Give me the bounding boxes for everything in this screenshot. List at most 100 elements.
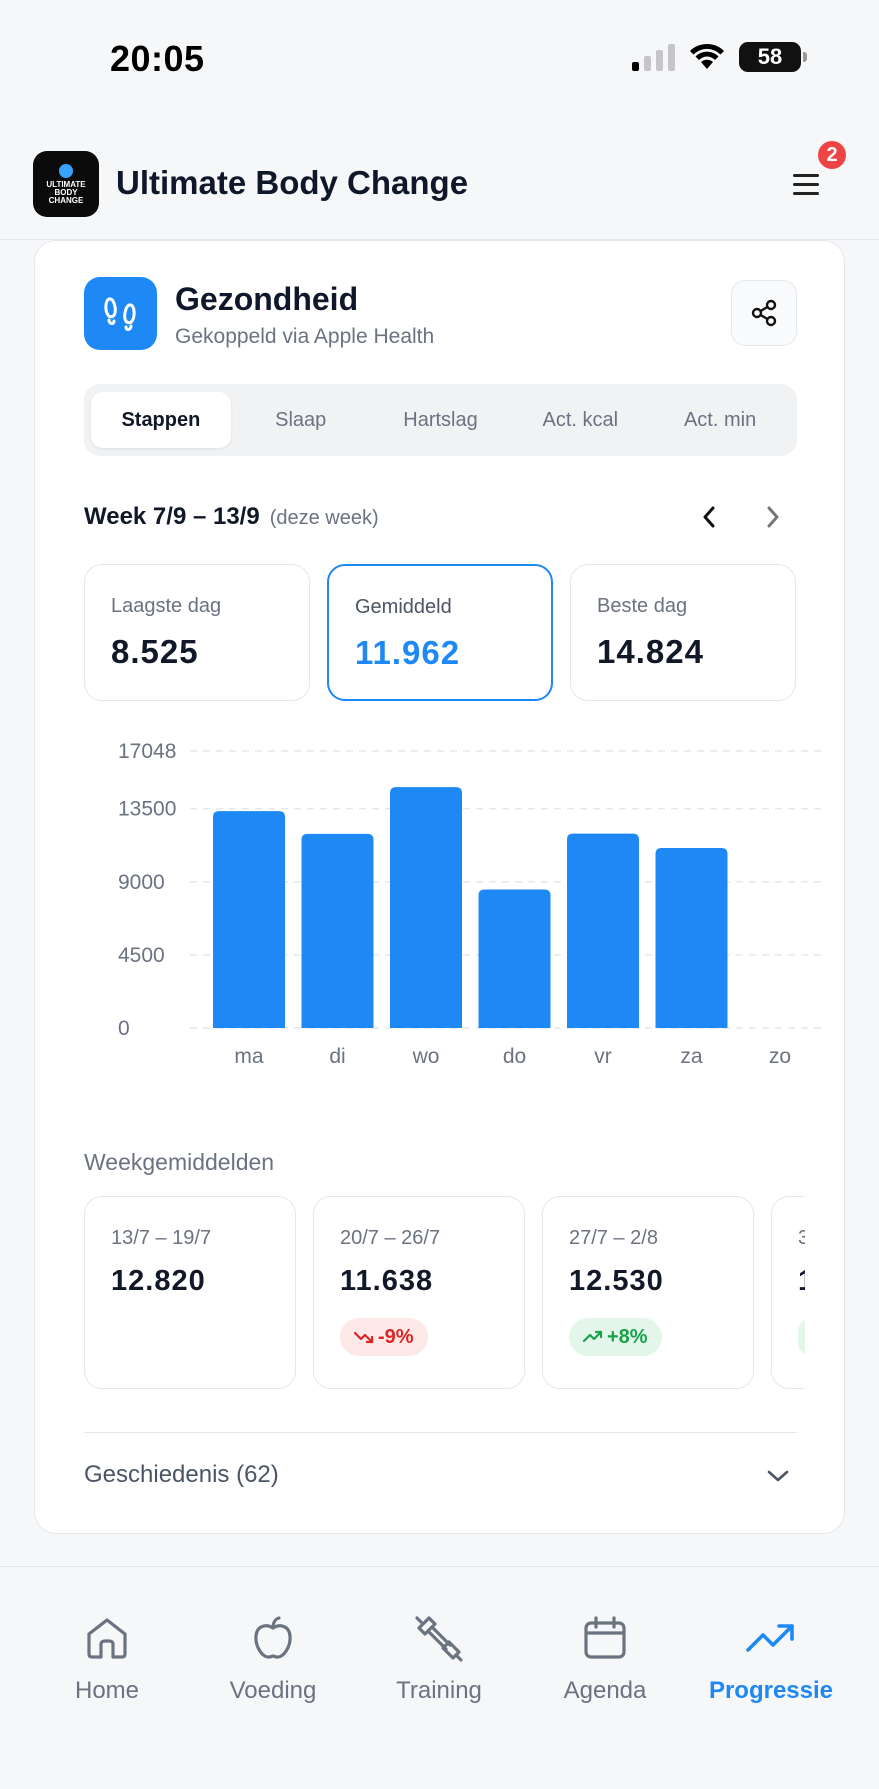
calendar-icon bbox=[578, 1611, 632, 1665]
home-icon bbox=[80, 1611, 134, 1665]
trend-down-badge: -9% bbox=[340, 1318, 428, 1356]
status-bar: 20:05 58 bbox=[0, 0, 879, 120]
y-tick-label: 0 bbox=[118, 1017, 130, 1040]
y-tick-label: 9000 bbox=[118, 871, 165, 894]
chevron-left-icon bbox=[703, 506, 715, 528]
history-toggle[interactable]: Geschiedenis (62) bbox=[84, 1461, 279, 1488]
week-average-card[interactable]: 13/7 – 19/7 12.820 bbox=[84, 1196, 296, 1389]
week-average-card[interactable]: 20/7 – 26/7 11.638 -9% bbox=[313, 1196, 525, 1389]
stat-value: 8.525 bbox=[111, 633, 199, 670]
nav-training[interactable]: Training bbox=[364, 1611, 514, 1705]
metric-tabs: Stappen Slaap Hartslag Act. kcal Act. mi… bbox=[84, 384, 797, 456]
week-averages-label: Weekgemiddelden bbox=[84, 1149, 275, 1175]
nav-home[interactable]: Home bbox=[32, 1611, 182, 1705]
x-tick-label: zo bbox=[769, 1045, 791, 1068]
bar-di[interactable] bbox=[301, 833, 374, 1028]
battery-level: 58 bbox=[757, 44, 783, 69]
week-average-value: 12.820 bbox=[111, 1265, 206, 1297]
nav-label: Agenda bbox=[563, 1677, 647, 1704]
app-title: Ultimate Body Change bbox=[116, 164, 469, 201]
nav-label: Home bbox=[74, 1677, 140, 1704]
bar-wo[interactable] bbox=[390, 787, 462, 1028]
week-range-text: Week 7/9 – 13/9 bbox=[84, 503, 260, 530]
nav-progressie[interactable]: Progressie bbox=[696, 1611, 846, 1705]
y-tick-label: 4500 bbox=[118, 944, 165, 967]
y-tick-label: 17048 bbox=[118, 740, 176, 763]
menu-button[interactable] bbox=[786, 164, 826, 204]
week-average-range: 20/7 – 26/7 bbox=[340, 1227, 441, 1249]
nav-label: Voeding bbox=[229, 1677, 317, 1704]
tab-slaap[interactable]: Slaap bbox=[275, 408, 327, 431]
logo-line-1: ULTIMATE bbox=[46, 179, 86, 189]
nav-voeding[interactable]: Voeding bbox=[198, 1611, 348, 1705]
week-average-card[interactable]: 27/7 – 2/8 12.530 +8% bbox=[542, 1196, 754, 1389]
bar-do[interactable] bbox=[478, 889, 551, 1028]
steps-bar-chart: 0 4500 9000 13500 17048 ma di wo do vr za zo bbox=[118, 740, 827, 1068]
x-tick-label: za bbox=[680, 1045, 703, 1068]
logo-line-2: BODY bbox=[54, 187, 78, 197]
week-average-card-partial[interactable]: 3 1 bbox=[771, 1196, 805, 1389]
nav-agenda[interactable]: Agenda bbox=[530, 1611, 680, 1705]
stat-label: Laagste dag bbox=[111, 595, 222, 617]
logo-mark-icon bbox=[59, 163, 73, 178]
bar-za[interactable] bbox=[655, 847, 728, 1028]
previous-week-button[interactable] bbox=[691, 499, 727, 535]
week-average-value: 1 bbox=[798, 1265, 805, 1298]
share-button[interactable] bbox=[731, 280, 797, 346]
cellular-signal-icon bbox=[632, 43, 675, 71]
stat-label: Beste dag bbox=[597, 595, 688, 617]
trend-up-value: +8% bbox=[607, 1325, 648, 1348]
x-tick-label: vr bbox=[594, 1045, 612, 1068]
trend-up-badge: +8% bbox=[569, 1318, 662, 1356]
x-tick-label: do bbox=[503, 1045, 526, 1068]
trend-up-badge bbox=[798, 1318, 805, 1356]
stat-label: Gemiddeld bbox=[355, 596, 452, 618]
week-average-value: 12.530 bbox=[569, 1265, 664, 1297]
week-averages-row: 13/7 – 19/7 12.820 20/7 – 26/7 11.638 -9… bbox=[84, 1196, 805, 1391]
x-tick-label: wo bbox=[412, 1045, 440, 1068]
x-tick-label: ma bbox=[234, 1045, 263, 1068]
next-week-button[interactable] bbox=[755, 499, 791, 535]
footprints-icon bbox=[84, 277, 157, 350]
tab-stappen[interactable]: Stappen bbox=[91, 392, 231, 448]
tab-act-kcal[interactable]: Act. kcal bbox=[542, 408, 619, 431]
chevron-down-icon bbox=[767, 1470, 789, 1482]
status-icons: 58 bbox=[632, 42, 807, 72]
stat-lowest-day[interactable]: Laagste dag 8.525 bbox=[84, 564, 310, 701]
hamburger-icon bbox=[793, 173, 819, 177]
bar-vr[interactable] bbox=[567, 833, 639, 1028]
trend-down-icon bbox=[354, 1331, 374, 1344]
health-card: Gezondheid Gekoppeld via Apple Health St… bbox=[34, 240, 845, 1534]
card-title: Gezondheid bbox=[175, 281, 359, 317]
tab-act-min[interactable]: Act. min bbox=[683, 408, 757, 431]
week-average-range: 13/7 – 19/7 bbox=[111, 1227, 212, 1249]
app-logo[interactable]: ULTIMATE BODY CHANGE bbox=[33, 151, 99, 217]
share-icon bbox=[751, 299, 777, 327]
nav-label: Training bbox=[396, 1677, 482, 1704]
trend-up-icon bbox=[583, 1330, 603, 1343]
battery-icon: 58 bbox=[739, 42, 807, 72]
bottom-nav: Home Voeding Training Agenda bbox=[0, 1566, 879, 1789]
nav-label: Progressie bbox=[708, 1677, 834, 1704]
stat-value: 11.962 bbox=[355, 634, 461, 671]
stat-value: 14.824 bbox=[597, 633, 704, 670]
stat-best-day[interactable]: Beste dag 14.824 bbox=[570, 564, 796, 701]
week-average-range: 3 bbox=[798, 1227, 805, 1249]
week-range: Week 7/9 – 13/9 (deze week) bbox=[84, 503, 379, 531]
history-expand-button[interactable] bbox=[763, 1461, 793, 1491]
logo-line-3: CHANGE bbox=[48, 195, 84, 205]
week-average-value: 11.638 bbox=[340, 1265, 434, 1297]
chevron-right-icon bbox=[767, 506, 779, 528]
card-subtitle: Gekoppeld via Apple Health bbox=[175, 325, 435, 348]
y-tick-label: 13500 bbox=[118, 798, 176, 821]
tab-hartslag[interactable]: Hartslag bbox=[403, 408, 478, 431]
notification-badge: 2 bbox=[815, 138, 849, 172]
bar-ma[interactable] bbox=[213, 811, 285, 1028]
trend-down-value: -9% bbox=[378, 1325, 414, 1348]
apple-icon bbox=[246, 1611, 300, 1665]
dumbbell-icon bbox=[412, 1611, 466, 1665]
week-note: (deze week) bbox=[269, 507, 379, 529]
wifi-icon bbox=[690, 43, 724, 69]
stat-average[interactable]: Gemiddeld 11.962 bbox=[327, 564, 553, 701]
app-header: ULTIMATE BODY CHANGE Ultimate Body Chang… bbox=[0, 120, 879, 240]
